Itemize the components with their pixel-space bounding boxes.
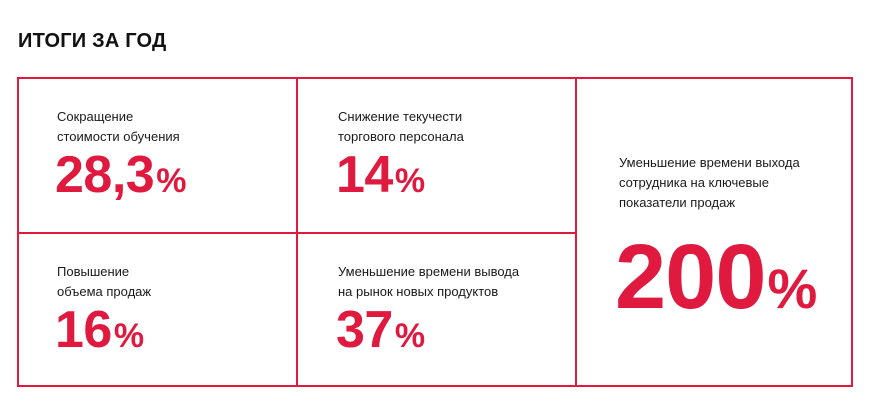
stat-unit: % [767,257,818,320]
stats-grid: Сокращение стоимости обучения 28,3% Сниж… [17,77,853,387]
stat-value: 28,3% [55,149,186,201]
stat-number: 14 [336,146,393,204]
stat-unit: % [113,317,145,355]
stat-card-time-to-market: Уменьшение времени вывода на рынок новых… [298,234,577,385]
stat-card-training-cost: Сокращение стоимости обучения 28,3% [19,79,298,234]
stat-value: 16% [55,304,144,356]
stat-number: 200 [615,226,766,328]
stat-label: Повышение объема продаж [57,264,152,299]
stat-number: 28,3 [55,146,155,204]
stat-card-staff-turnover: Снижение текучести торгового персонала 1… [298,79,577,234]
stat-unit: % [156,162,187,200]
stat-card-sales-volume: Повышение объема продаж 16% [19,234,298,385]
stat-number: 16 [55,301,112,359]
stat-value: 37% [336,304,425,356]
section-title: ИТОГИ ЗА ГОД [18,30,167,52]
stat-value: 200% [615,231,817,323]
stat-label: Уменьшение времени выхода сотрудника на … [619,155,800,210]
stat-value: 14% [336,149,425,201]
stat-label: Уменьшение времени вывода на рынок новых… [338,264,520,299]
stat-unit: % [394,317,426,355]
stat-number: 37 [336,301,393,359]
stat-unit: % [394,162,426,200]
stat-label: Сокращение стоимости обучения [57,109,180,144]
stat-card-time-to-kpi: Уменьшение времени выхода сотрудника на … [577,79,851,385]
stat-label: Снижение текучести торгового персонала [338,109,464,144]
